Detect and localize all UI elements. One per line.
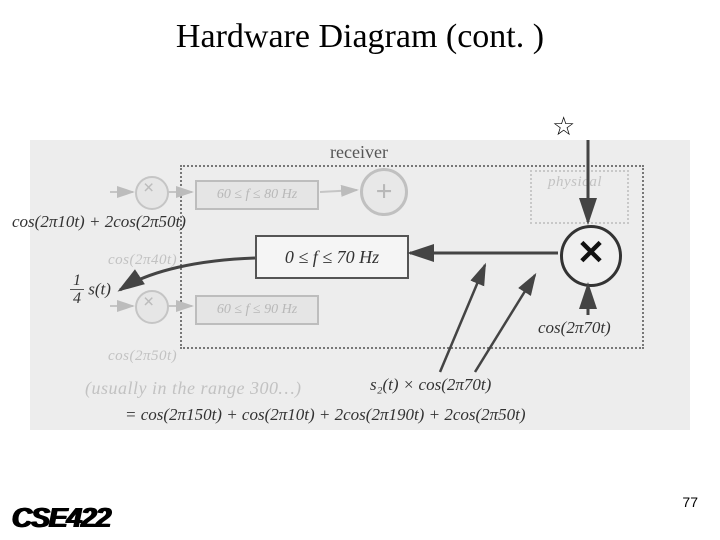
mixer: ✕ — [560, 225, 622, 287]
physical-ghost-label: physical — [548, 174, 602, 191]
course-code: CSE422 — [12, 502, 110, 534]
ghost-adder: + — [360, 168, 408, 216]
output-frac-tail: s(t) — [88, 279, 111, 298]
output-frac-den: 4 — [70, 290, 84, 308]
output-signal: 1 4 s(t) — [70, 273, 111, 308]
eq-rhs: cos(2π150t) + cos(2π10t) + 2cos(2π190t) … — [141, 405, 526, 424]
receiver-label: receiver — [330, 142, 388, 163]
eq-prefix: = — [125, 405, 141, 424]
ghost-filter-a: 60 ≤ f ≤ 80 Hz — [195, 180, 319, 210]
ghost-mixer-bot: × — [135, 290, 169, 324]
ghost-cos1: cos(2π40t) — [108, 252, 177, 269]
page-title: Hardware Diagram (cont. ) — [0, 18, 720, 56]
ghost-filter-a-text: 60 ≤ f ≤ 80 Hz — [217, 187, 297, 203]
diagram-area: receiver physical 0 ≤ f ≤ 70 Hz 60 ≤ f ≤… — [30, 140, 690, 430]
lowpass-filter: 0 ≤ f ≤ 70 Hz — [255, 235, 409, 279]
ghost-cos2: cos(2π50t) — [108, 348, 177, 365]
filter-text: 0 ≤ f ≤ 70 Hz — [285, 247, 379, 268]
equation: = cos(2π150t) + cos(2π10t) + 2cos(2π190t… — [125, 405, 526, 425]
ghost-filter-b: 60 ≤ f ≤ 90 Hz — [195, 295, 319, 325]
input-signal: cos(2π10t) + 2cos(2π50t) — [12, 212, 186, 232]
carrier-signal: cos(2π70t) — [538, 318, 611, 338]
mixer-output-expr: s₂(t) × cos(2π70t) — [370, 375, 491, 395]
ghost-range-text: (usually in the range 300…) — [85, 378, 301, 399]
ghost-mixer-top: × — [135, 176, 169, 210]
ghost-filter-b-text: 60 ≤ f ≤ 90 Hz — [217, 302, 297, 318]
page-number: 77 — [682, 494, 698, 510]
output-frac-num: 1 — [70, 273, 84, 290]
star-icon: ☆ — [552, 112, 575, 142]
